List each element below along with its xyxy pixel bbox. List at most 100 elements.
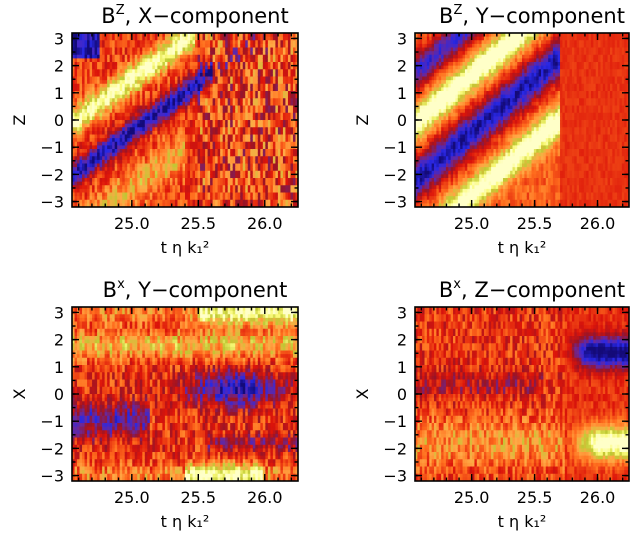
heatmap-cell	[438, 58, 442, 63]
heatmap-cell	[247, 40, 251, 45]
heatmap-cell	[195, 120, 199, 125]
heatmap-cell	[192, 87, 196, 92]
heatmap-cell	[419, 58, 423, 63]
heatmap-cell	[285, 130, 289, 136]
heatmap-cell	[185, 185, 189, 190]
heatmap-cell	[162, 199, 166, 204]
heatmap-cell	[174, 141, 179, 146]
heatmap-cell	[257, 163, 261, 168]
heatmap-cell	[424, 72, 428, 78]
heatmap-cell	[265, 199, 269, 204]
heatmap-cell	[232, 127, 236, 132]
heatmap-cell	[277, 188, 282, 194]
heatmap-cell	[438, 181, 442, 186]
heatmap-cell	[174, 87, 179, 92]
heatmap-cell	[245, 98, 249, 103]
heatmap-cell	[438, 159, 442, 165]
heatmap-cell	[89, 58, 93, 63]
heatmap-cell	[144, 196, 148, 201]
heatmap-cell	[89, 112, 93, 117]
heatmap-cell	[422, 76, 426, 81]
heatmap-cell	[72, 196, 76, 201]
heatmap-cell	[79, 80, 83, 85]
heatmap-cell	[99, 196, 103, 201]
heatmap-cell	[262, 156, 266, 161]
heatmap-cell	[419, 65, 423, 70]
heatmap-cell	[99, 83, 103, 88]
heatmap-cell	[79, 94, 83, 99]
heatmap-cell	[220, 94, 224, 99]
heatmap-cell	[419, 123, 423, 128]
heatmap-cell	[200, 87, 204, 92]
heatmap-cell	[222, 185, 226, 190]
heatmap-cell	[129, 130, 133, 136]
heatmap-cell	[102, 40, 106, 45]
heatmap-cell	[217, 54, 221, 59]
heatmap-cell	[436, 94, 440, 99]
heatmap-cell	[159, 83, 163, 88]
heatmap-cell	[169, 130, 174, 136]
heatmap-cell	[117, 51, 121, 56]
heatmap-cell	[74, 152, 78, 157]
heatmap-cell	[154, 69, 158, 74]
heatmap-cell	[222, 123, 226, 128]
heatmap-cell	[202, 87, 206, 92]
heatmap-cell	[436, 130, 440, 136]
y-tick-label: 2	[54, 57, 64, 76]
heatmap-cell	[127, 145, 131, 150]
heatmap-cell	[142, 94, 146, 99]
heatmap-cell	[169, 138, 174, 143]
heatmap-cell	[237, 105, 241, 110]
heatmap-cell	[132, 123, 136, 128]
heatmap-cell	[117, 123, 121, 128]
heatmap-cell	[230, 127, 234, 132]
heatmap-cell	[441, 87, 445, 92]
heatmap-cell	[92, 170, 96, 175]
heatmap-cell	[237, 138, 241, 143]
heatmap-cell	[262, 159, 266, 165]
heatmap-cell	[117, 185, 121, 190]
heatmap-cell	[89, 116, 93, 121]
heatmap-cell	[142, 47, 146, 52]
heatmap-cell	[154, 40, 158, 45]
heatmap-cell	[255, 76, 259, 81]
heatmap-cell	[287, 196, 292, 201]
heatmap-cell	[97, 83, 101, 88]
heatmap-cell	[255, 80, 259, 85]
heatmap-cell	[129, 58, 133, 63]
heatmap-cell	[149, 120, 153, 125]
heatmap-cell	[252, 109, 256, 114]
heatmap-cell	[144, 134, 148, 139]
heatmap-cell	[282, 109, 287, 114]
heatmap-cell	[147, 130, 151, 136]
heatmap-cell	[182, 163, 186, 168]
heatmap-cell	[426, 69, 430, 74]
heatmap-cell	[114, 196, 118, 201]
heatmap-cell	[272, 91, 276, 96]
heatmap-cell	[152, 76, 156, 81]
heatmap-cell	[190, 167, 194, 172]
heatmap-cell	[79, 174, 83, 179]
heatmap-cell	[290, 134, 294, 139]
heatmap-cell	[242, 116, 246, 121]
heatmap-cell	[87, 101, 91, 107]
heatmap-cell	[144, 170, 148, 175]
heatmap-cell	[207, 149, 211, 154]
heatmap-cell	[252, 178, 256, 183]
heatmap-cell	[443, 33, 447, 38]
heatmap-cell	[210, 54, 214, 59]
heatmap-cell	[139, 174, 143, 179]
heatmap-cell	[142, 51, 146, 56]
heatmap-cell	[114, 188, 118, 194]
heatmap-cell	[205, 65, 209, 70]
heatmap-cell	[426, 141, 430, 146]
heatmap-cell	[275, 127, 279, 132]
heatmap-cell	[179, 181, 184, 186]
heatmap-cell	[434, 76, 437, 81]
heatmap-cell	[210, 163, 214, 168]
heatmap-cell	[247, 54, 251, 59]
heatmap-cell	[174, 145, 179, 150]
heatmap-cell	[129, 138, 133, 143]
heatmap-cell	[280, 141, 284, 146]
heatmap-cell	[79, 33, 83, 38]
